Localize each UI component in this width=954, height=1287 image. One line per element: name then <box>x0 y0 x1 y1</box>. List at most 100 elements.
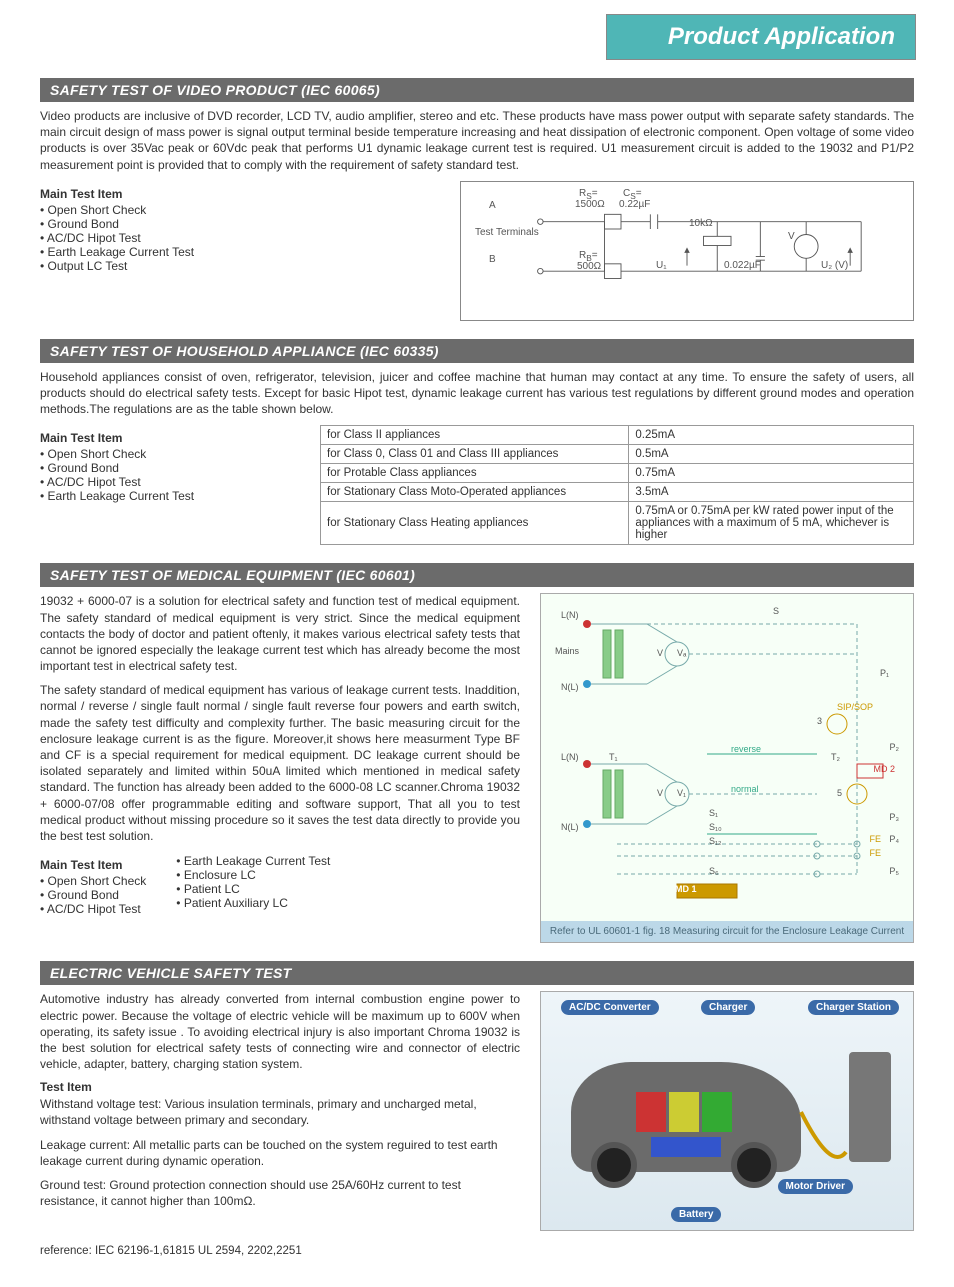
rb-eq: = <box>592 250 598 261</box>
u2-label: U₂ (V) <box>821 260 848 271</box>
cs-eq: = <box>636 188 642 199</box>
circuit-diagram: A B Test Terminals RS= 1500Ω CS= 0.22µF … <box>460 181 914 321</box>
section4-body: Automotive industry has already converte… <box>40 991 520 1072</box>
ev-label-conv: AC/DC Converter <box>561 1000 659 1015</box>
list-item: Earth Leakage Current Test <box>40 245 440 259</box>
diag-rev: reverse <box>731 744 761 754</box>
section4-t2: Leakage current: All metallic parts can … <box>40 1137 520 1169</box>
diag-L1: L(N) <box>561 610 579 620</box>
list-item: AC/DC Hipot Test <box>40 475 300 489</box>
section4-t1: Withstand voltage test: Various insulati… <box>40 1096 520 1128</box>
section3-title: SAFETY TEST OF MEDICAL EQUIPMENT (IEC 60… <box>40 563 914 587</box>
section1-testhead: Main Test Item <box>40 187 440 201</box>
ev-label-batt: Battery <box>671 1207 721 1222</box>
ev-illustration: AC/DC Converter Charger Charger Station … <box>540 991 914 1231</box>
diag-FE2: FE <box>869 848 881 858</box>
section-household: SAFETY TEST OF HOUSEHOLD APPLIANCE (IEC … <box>40 339 914 546</box>
v-label: V <box>788 231 795 242</box>
cell: for Class II appliances <box>321 426 629 445</box>
list-item: Enclosure LC <box>176 868 330 882</box>
list-item: Ground Bond <box>40 888 146 902</box>
section4-t3: Ground test: Ground protection connectio… <box>40 1177 520 1209</box>
page-banner: Product Application <box>606 14 916 60</box>
list-item: Ground Bond <box>40 461 300 475</box>
rb-val: 500Ω <box>577 261 601 272</box>
diag-S10: S₁₀ <box>709 822 722 832</box>
diagram-caption: Refer to UL 60601-1 fig. 18 Measuring ci… <box>541 921 913 942</box>
diag-P4: P₄ <box>889 834 899 844</box>
ev-label-motor: Motor Driver <box>778 1179 853 1194</box>
diag-S1: S₁ <box>709 808 718 818</box>
list-item: AC/DC Hipot Test <box>40 231 440 245</box>
medical-diagram: L(N) N(L) Mains S V Vₐ P₁ SIP/SOP 3 L(N)… <box>540 593 914 943</box>
section-video: SAFETY TEST OF VIDEO PRODUCT (IEC 60065)… <box>40 78 914 321</box>
list-item: Ground Bond <box>40 217 440 231</box>
table-row: for Stationary Class Moto-Operated appli… <box>321 483 914 502</box>
cell: for Stationary Class Heating appliances <box>321 502 629 545</box>
section4-title: ELECTRIC VEHICLE SAFETY TEST <box>40 961 914 985</box>
diag-P2: P₂ <box>890 742 900 752</box>
limits-table: for Class II appliances0.25mA for Class … <box>320 425 914 545</box>
section-ev: ELECTRIC VEHICLE SAFETY TEST Automotive … <box>40 961 914 1231</box>
diag-V1: V₁ <box>677 788 686 798</box>
section2-body: Household appliances consist of oven, re… <box>40 369 914 418</box>
diag-P3: P₃ <box>889 812 899 822</box>
cell: for Stationary Class Moto-Operated appli… <box>321 483 629 502</box>
list-item: AC/DC Hipot Test <box>40 902 146 916</box>
diag-S: S <box>773 606 779 616</box>
rs-val: 1500Ω <box>575 199 605 210</box>
diag-FE1: FE <box>869 834 881 844</box>
circuit-A: A <box>489 200 496 211</box>
cell: for Class 0, Class 01 and Class III appl… <box>321 445 629 464</box>
table-row: for Stationary Class Heating appliances0… <box>321 502 914 545</box>
table-row: for Class II appliances0.25mA <box>321 426 914 445</box>
section2-title: SAFETY TEST OF HOUSEHOLD APPLIANCE (IEC … <box>40 339 914 363</box>
diag-L2: L(N) <box>561 752 579 762</box>
reference-line: reference: IEC 62196-1,61815 UL 2594, 22… <box>40 1245 914 1257</box>
section1-body: Video products are inclusive of DVD reco… <box>40 108 914 173</box>
diag-S6: S₆ <box>709 866 719 876</box>
circuit-B: B <box>489 254 496 265</box>
cell: 0.75mA or 0.75mA per kW rated power inpu… <box>629 502 914 545</box>
diag-N2: N(L) <box>561 822 579 832</box>
diag-P5: P₅ <box>889 866 899 876</box>
diag-n3: 3 <box>817 716 822 726</box>
list-item: Output LC Test <box>40 259 440 273</box>
diag-N1: N(L) <box>561 682 579 692</box>
section1-title: SAFETY TEST OF VIDEO PRODUCT (IEC 60065) <box>40 78 914 102</box>
diag-Vb: V <box>657 788 663 798</box>
ev-label-station: Charger Station <box>808 1000 899 1015</box>
list-item: Open Short Check <box>40 874 146 888</box>
list-item: Open Short Check <box>40 447 300 461</box>
list-item: Earth Leakage Current Test <box>40 489 300 503</box>
tenk-label: 10kΩ <box>689 218 713 229</box>
u1-label: U₁ <box>656 260 667 271</box>
diag-MD1: MD 1 <box>675 884 697 894</box>
table-row: for Protable Class appliances0.75mA <box>321 464 914 483</box>
cell: 0.75mA <box>629 464 914 483</box>
diag-T1: T₁ <box>609 752 618 762</box>
list-item: Patient LC <box>176 882 330 896</box>
cell: 3.5mA <box>629 483 914 502</box>
section-medical: SAFETY TEST OF MEDICAL EQUIPMENT (IEC 60… <box>40 563 914 943</box>
diag-mains: Mains <box>555 646 579 656</box>
section3-p2: The safety standard of medical equipment… <box>40 682 520 844</box>
diag-n5: 5 <box>837 788 842 798</box>
diag-Va: Vₐ <box>677 648 686 658</box>
diag-sipsop: SIP/SOP <box>837 702 873 712</box>
ev-label-charger: Charger <box>701 1000 755 1015</box>
section2-bullets: Open Short Check Ground Bond AC/DC Hipot… <box>40 447 300 503</box>
section2-testhead: Main Test Item <box>40 431 300 445</box>
rs-eq: = <box>592 188 598 199</box>
diag-T2: T₂ <box>831 752 840 762</box>
list-item: Open Short Check <box>40 203 440 217</box>
diag-S12: S₁₂ <box>709 836 722 846</box>
cap2-label: 0.022µF <box>724 260 761 271</box>
list-item: Patient Auxiliary LC <box>176 896 330 910</box>
section3-p1: 19032 + 6000-07 is a solution for electr… <box>40 593 520 674</box>
section1-bullets: Open Short Check Ground Bond AC/DC Hipot… <box>40 203 440 273</box>
diag-P1: P₁ <box>880 668 889 678</box>
circuit-terminals: Test Terminals <box>475 227 539 238</box>
section4-testhead: Test Item <box>40 1080 520 1094</box>
list-item: Earth Leakage Current Test <box>176 854 330 868</box>
